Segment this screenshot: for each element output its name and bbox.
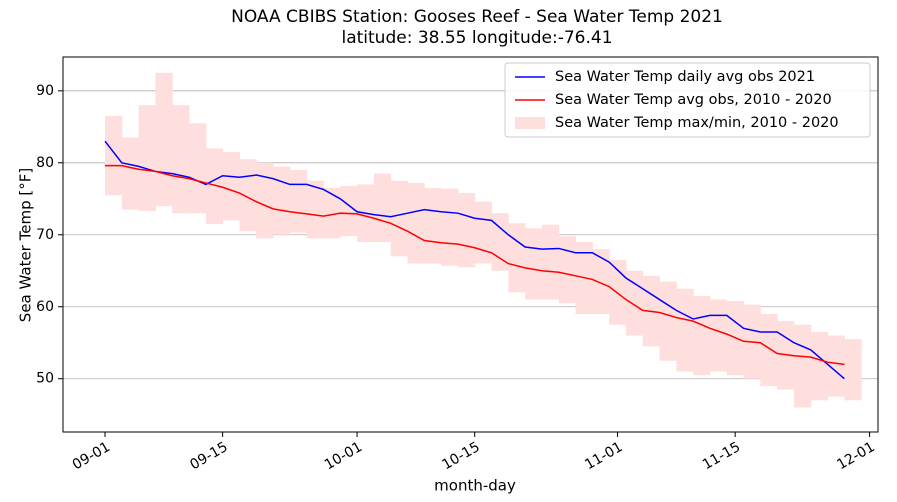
band-segment bbox=[373, 173, 392, 242]
band-segment bbox=[760, 313, 778, 386]
chart-title: NOAA CBIBS Station: Gooses Reef - Sea Wa… bbox=[231, 7, 723, 27]
band-segment bbox=[189, 123, 207, 214]
band-segment bbox=[592, 249, 610, 314]
band-segment bbox=[424, 187, 442, 264]
x-axis-label: month-day bbox=[434, 477, 516, 495]
band-segment bbox=[289, 170, 308, 233]
legend-label: Sea Water Temp max/min, 2010 - 2020 bbox=[555, 115, 839, 131]
band-segment bbox=[508, 223, 526, 293]
band-segment bbox=[810, 331, 829, 401]
y-axis-label: Sea Water Temp [°F] bbox=[17, 168, 35, 322]
legend-box bbox=[504, 62, 871, 138]
band-segment bbox=[441, 188, 459, 266]
band-segment bbox=[793, 324, 812, 408]
band-segment bbox=[105, 116, 123, 196]
legend: Sea Water Temp daily avg obs 2021 Sea Wat… bbox=[504, 62, 871, 138]
x-tick-label: 10-01 bbox=[322, 439, 365, 473]
legend-label: Sea Water Temp daily avg obs 2021 bbox=[555, 69, 815, 85]
band-segment bbox=[659, 281, 677, 361]
band-segment bbox=[709, 299, 728, 372]
x-tick-label: 10-15 bbox=[439, 439, 482, 473]
x-tick-label: 09-01 bbox=[70, 439, 113, 473]
chart-subtitle: latitude: 38.55 longitude:-76.41 bbox=[341, 28, 612, 48]
y-tick-label: 50 bbox=[36, 371, 54, 387]
band-segment bbox=[844, 339, 862, 401]
plot-frame bbox=[62, 56, 879, 433]
band-segment bbox=[323, 187, 341, 239]
band-segment bbox=[541, 224, 560, 300]
x-tick-label: 11-15 bbox=[700, 439, 743, 473]
band-segment bbox=[676, 288, 694, 372]
band-segment bbox=[222, 152, 240, 221]
y-tick-label: 60 bbox=[36, 299, 54, 315]
band-segment bbox=[121, 137, 140, 210]
band-segment bbox=[474, 201, 493, 264]
band-segment bbox=[693, 295, 711, 376]
band-segment bbox=[407, 182, 425, 264]
data-line bbox=[105, 164, 845, 366]
band-segment bbox=[558, 236, 577, 304]
x-tick-label: 12-01 bbox=[834, 439, 877, 473]
legend-swatch bbox=[515, 117, 545, 129]
data-line bbox=[104, 140, 845, 380]
band-segment bbox=[457, 193, 476, 268]
x-tick-label: 11-01 bbox=[582, 439, 625, 473]
band-segment bbox=[155, 72, 173, 206]
band-segment bbox=[205, 148, 224, 224]
band-segment bbox=[525, 228, 543, 300]
y-tick-label: 90 bbox=[36, 83, 54, 99]
band-segment bbox=[306, 180, 324, 239]
x-tick-label: 09-15 bbox=[187, 439, 230, 473]
band-segment bbox=[172, 105, 190, 214]
band-segment bbox=[340, 185, 358, 237]
y-tick-label: 70 bbox=[36, 227, 54, 243]
band-segment bbox=[273, 166, 291, 235]
y-tick-label: 80 bbox=[36, 155, 54, 171]
band-segment bbox=[256, 162, 274, 239]
legend-label: Sea Water Temp avg obs, 2010 - 2020 bbox=[555, 92, 832, 108]
band-segment bbox=[827, 335, 845, 397]
band-segment bbox=[390, 180, 408, 257]
band-segment bbox=[138, 105, 156, 212]
